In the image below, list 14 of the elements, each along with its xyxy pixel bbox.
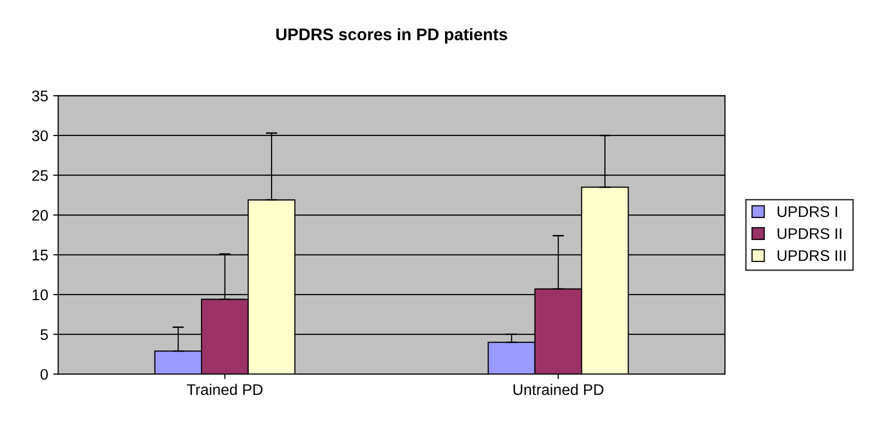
y-tick-label: 20 [32, 210, 48, 221]
y-tick-label: 30 [32, 130, 48, 142]
chart-title: UPDRS scores in PD patients [276, 28, 508, 44]
legend-label: UPDRS III [778, 250, 846, 262]
x-tick-label: Untrained PD [514, 384, 604, 396]
y-tick-label: 10 [32, 289, 48, 300]
legend-label: UPDRS II [778, 228, 842, 240]
y-tick-label: 15 [32, 250, 48, 260]
legend-label: UPDRS I [778, 206, 838, 218]
y-tick-label: 0 [40, 368, 48, 380]
y-tick-label: 25 [32, 170, 48, 181]
y-tick-label: 5 [40, 329, 48, 340]
y-tick-label: 35 [32, 90, 48, 102]
x-tick-label: Trained PD [186, 384, 262, 396]
